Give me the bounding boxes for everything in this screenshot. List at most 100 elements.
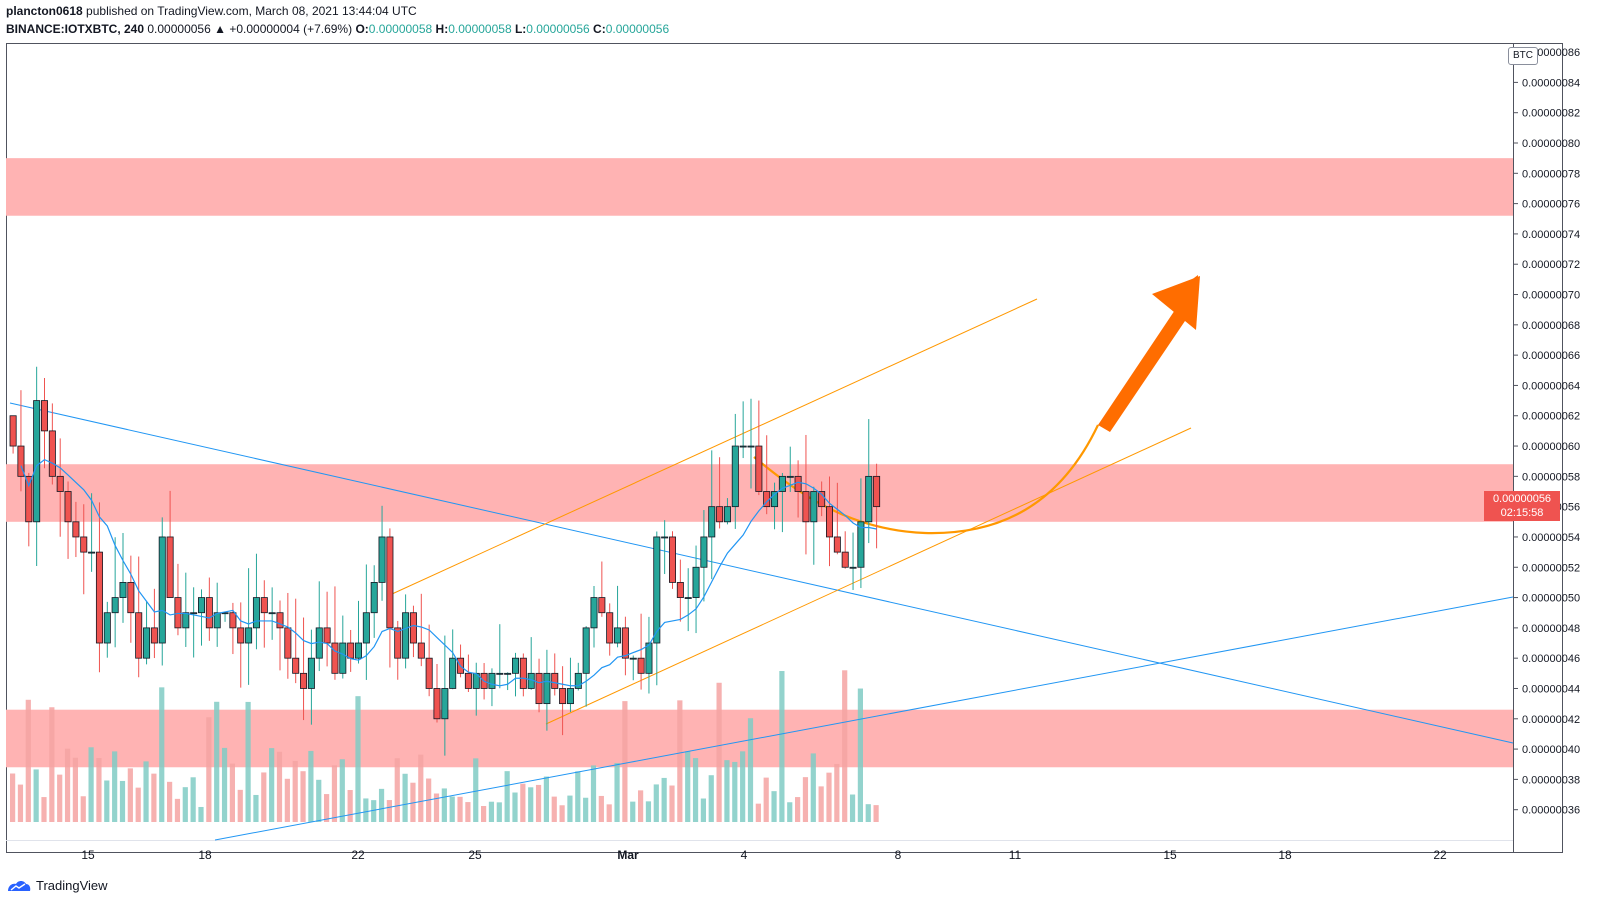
candle-up	[708, 506, 716, 538]
volume-bar	[834, 763, 840, 822]
volume-bar	[740, 751, 746, 822]
volume-bar	[567, 795, 573, 822]
price-tick-label: 0.00000042	[1522, 714, 1580, 726]
volume-bar	[755, 803, 761, 822]
candle-up	[582, 627, 590, 674]
volume-bar	[17, 784, 24, 822]
candle-up	[566, 688, 574, 705]
volume-bar	[818, 786, 824, 822]
price-tick-label: 0.00000054	[1522, 532, 1580, 544]
volume-bar	[614, 762, 620, 822]
plot-border	[6, 43, 1563, 853]
volume-bar	[481, 805, 487, 822]
time-tick-label: 22	[351, 848, 365, 862]
candle-up	[778, 475, 786, 492]
candle-up	[629, 657, 637, 660]
price-tick-label: 0.00000082	[1522, 108, 1580, 120]
volume-bar	[104, 780, 110, 822]
volume-bar	[284, 778, 290, 822]
volume-bar	[269, 748, 275, 822]
candle-down	[669, 536, 677, 583]
candle-up	[402, 612, 410, 659]
candle-down	[41, 400, 49, 432]
price-tick-label: 0.00000052	[1522, 562, 1580, 574]
candle-up	[645, 642, 653, 674]
volume-bar	[49, 707, 55, 822]
volume-bar	[347, 790, 353, 822]
volume-bar	[857, 688, 863, 822]
volume-bar	[206, 717, 212, 822]
price-tick-label: 0.00000048	[1522, 623, 1580, 635]
currency-badge[interactable]: BTC	[1508, 47, 1538, 65]
price-axis-labels: 0.00000036 0.00000038 0.00000040 0.00000042…	[1513, 47, 1580, 817]
volume-bar	[716, 682, 722, 822]
volume-bar	[543, 776, 549, 822]
volume-bar	[787, 802, 793, 822]
symbol-label: BINANCE:IOTXBTC, 240	[6, 22, 145, 36]
volume-bar	[700, 798, 706, 822]
high-value: 0.00000058	[448, 22, 512, 36]
price-tick-label: 0.00000064	[1522, 380, 1580, 392]
volume-bar	[653, 784, 659, 822]
volume-bar	[598, 795, 604, 822]
volume-bar	[378, 788, 385, 822]
volume-bar	[638, 790, 644, 822]
candle-down	[260, 597, 268, 614]
candle-down	[409, 612, 417, 644]
ascending-trendline	[214, 596, 1514, 841]
price-tick-label: 0.00000062	[1522, 411, 1580, 423]
candle-up	[213, 612, 221, 629]
candle-down	[229, 612, 237, 629]
volume-bar	[528, 787, 534, 822]
candle-up	[543, 672, 551, 705]
candle-down	[826, 506, 834, 538]
candle-up	[378, 536, 386, 583]
candle-up	[614, 627, 622, 644]
candle-up	[692, 566, 700, 598]
candle-up	[354, 642, 362, 659]
volume-bar	[677, 700, 683, 822]
candle-up	[449, 657, 457, 689]
candle-down	[284, 627, 292, 659]
candle-up	[590, 597, 598, 629]
tradingview-footer[interactable]: TradingView	[6, 878, 108, 893]
author-name[interactable]: plancton0618	[6, 4, 83, 18]
volume-bar	[292, 760, 298, 822]
time-tick-label: 25	[468, 848, 482, 862]
volume-bar	[418, 754, 424, 822]
open-label: O:	[355, 22, 369, 36]
candlesticks	[9, 366, 881, 756]
volume-bar	[80, 796, 86, 822]
volume-bar	[386, 800, 392, 822]
last-price: 0.00000056	[147, 22, 211, 36]
price-tick-label: 0.00000040	[1522, 744, 1580, 756]
price-tick-label: 0.00000046	[1522, 653, 1580, 665]
candle-up	[747, 445, 755, 448]
candle-up	[574, 672, 582, 689]
volume-bar	[763, 777, 769, 822]
candle-down	[386, 536, 394, 629]
candle-up	[504, 672, 512, 675]
candle-up	[441, 688, 449, 720]
volume-bar	[551, 796, 557, 822]
volume-bar	[355, 696, 361, 822]
candle-down	[25, 475, 33, 523]
candle-up	[339, 642, 347, 674]
arrow-head	[1152, 276, 1200, 330]
candle-up	[512, 657, 520, 674]
volume-bar	[371, 800, 377, 822]
volume-bar	[237, 789, 243, 822]
candle-up	[119, 582, 127, 598]
volume-bar	[496, 802, 502, 822]
candle-down	[64, 491, 72, 523]
volume-bar	[339, 759, 345, 822]
volume-bar	[410, 782, 416, 822]
candle-up	[723, 506, 731, 523]
candle-down	[80, 536, 88, 553]
candle-up	[182, 612, 190, 629]
channel-lower-line	[545, 427, 1192, 725]
candle-down	[347, 642, 355, 659]
price-tick-label: 0.00000066	[1522, 350, 1580, 362]
candle-down	[150, 627, 158, 644]
